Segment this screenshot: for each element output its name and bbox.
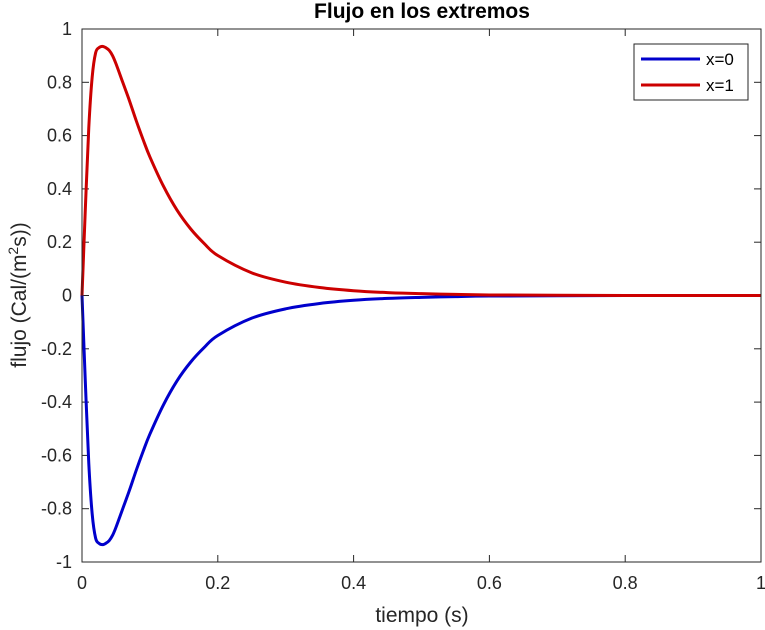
legend-label-x0: x=0 (706, 50, 734, 69)
x-tick-label: 1 (756, 573, 765, 593)
y-axis-label-suffix: s)) (8, 222, 31, 247)
y-axis-label-superscript: 2 (5, 247, 21, 255)
y-axis-label-prefix: flujo (Cal/(m (8, 255, 31, 368)
x-tick-label: 0 (77, 573, 87, 593)
y-axis-label: flujo (Cal/(m2s)) (5, 222, 31, 367)
y-tick-label: -0.8 (41, 499, 72, 519)
y-tick-label: -0.6 (41, 445, 72, 465)
x-tick-label: 0.2 (205, 573, 230, 593)
legend-box (633, 43, 749, 101)
y-tick-label: 0.2 (47, 232, 72, 252)
series-line-x0 (80, 293, 761, 547)
plot-frame (81, 28, 762, 563)
y-tick-label: 0 (62, 286, 72, 306)
x-axis-ticks: 0 0.2 0.4 0.6 0.8 1 (77, 29, 765, 593)
series-layer (80, 44, 761, 547)
x-tick-label: 0.4 (341, 573, 366, 593)
legend-label-x1: x=1 (706, 76, 734, 95)
x-tick-label: 0.6 (477, 573, 502, 593)
y-tick-label: 0.4 (47, 179, 72, 199)
y-tick-label: 0.8 (47, 72, 72, 92)
legend: x=0 x=1 (633, 43, 749, 101)
y-tick-label: -0.4 (41, 392, 72, 412)
y-tick-label: -1 (56, 552, 72, 572)
x-tick-label: 0.8 (613, 573, 638, 593)
y-tick-label: 0.6 (47, 126, 72, 146)
y-tick-label: 1 (62, 19, 72, 39)
chart-title: Flujo en los extremos (314, 0, 530, 23)
y-tick-label: -0.2 (41, 339, 72, 359)
x-axis-label: tiempo (s) (375, 604, 468, 627)
series-line-x1 (80, 44, 761, 298)
